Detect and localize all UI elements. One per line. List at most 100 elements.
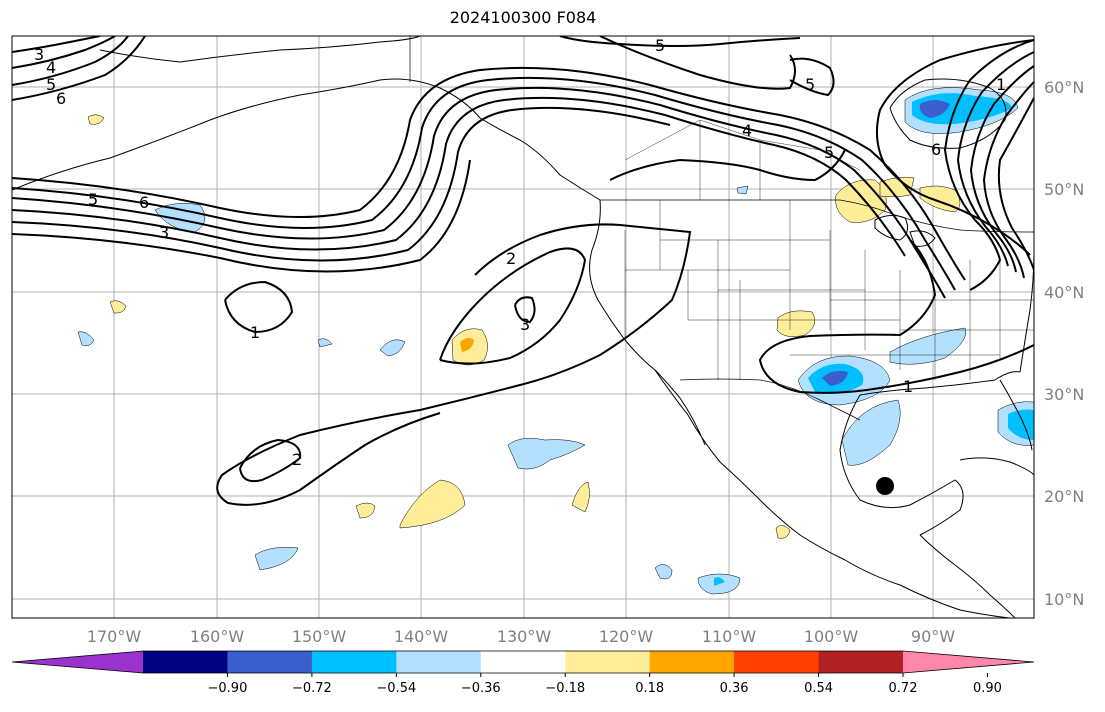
lon-label: 110°W bbox=[702, 627, 757, 646]
contour-label: 3 bbox=[159, 223, 169, 242]
contour-label: 2 bbox=[506, 249, 516, 268]
baja-california bbox=[654, 369, 721, 463]
contour-label: 5 bbox=[805, 75, 815, 94]
lat-label: 60°N bbox=[1044, 78, 1084, 97]
colorbar-outline bbox=[11, 650, 1035, 674]
positive-anomaly-four-corners bbox=[776, 310, 816, 337]
contour-jet-2 bbox=[12, 76, 956, 291]
positive-anomaly-pacific-3 bbox=[571, 481, 590, 513]
negative-anomaly-hudson-deep bbox=[919, 100, 950, 118]
positive-anomaly-pacific-2 bbox=[399, 479, 466, 529]
contour-label: 3 bbox=[520, 315, 530, 334]
negative-anomaly-pacific-b bbox=[254, 547, 299, 571]
contour-label: 4 bbox=[46, 58, 56, 77]
negative-anomaly-pacific-e bbox=[154, 203, 206, 233]
alaska-coast bbox=[12, 78, 601, 201]
location-marker bbox=[876, 477, 894, 495]
colorbar-segment bbox=[227, 651, 313, 673]
contour-trough-3 bbox=[969, 65, 1034, 273]
colorbar-tick-label: 0.90 bbox=[973, 681, 1002, 696]
colorbar-tick-label: −0.18 bbox=[545, 681, 585, 696]
colorbar-tick-label: −0.54 bbox=[376, 681, 416, 696]
negative-anomaly-pacific-h bbox=[317, 338, 333, 348]
contour-pacific-2-south bbox=[239, 438, 302, 483]
contour-north-loop bbox=[599, 36, 796, 90]
contour-jet-3 bbox=[12, 86, 946, 299]
lon-label: 150°W bbox=[292, 627, 347, 646]
contour-jet-4 bbox=[12, 96, 906, 257]
contour-label: 5 bbox=[46, 75, 56, 94]
contour-labels: 3 4 5 6 5 6 3 1 2 3 2 5 4 5 6 1 1 5 bbox=[34, 36, 1006, 469]
negative-anomaly-mexico-east bbox=[841, 399, 901, 466]
contour-southeast bbox=[758, 239, 1034, 394]
contour-north-mid bbox=[789, 57, 835, 97]
lat-label: 10°N bbox=[1044, 590, 1084, 609]
colorbar-segment bbox=[649, 651, 735, 673]
gulf-coast bbox=[839, 394, 964, 536]
lon-label: 120°W bbox=[599, 627, 654, 646]
colorbar-tick-label: −0.36 bbox=[461, 681, 501, 696]
lon-label: 90°W bbox=[911, 627, 955, 646]
positive-anomaly-pacific-5 bbox=[109, 300, 127, 314]
contour-trough-4 bbox=[982, 81, 1034, 279]
colorbar: −0.90 −0.72 −0.54 −0.36 −0.18 0.18 0.36 0.54 0.7… bbox=[11, 650, 1035, 696]
map-frame bbox=[11, 35, 1035, 619]
colorbar-segment bbox=[143, 651, 228, 673]
florida bbox=[999, 379, 1033, 451]
contour-label: 4 bbox=[742, 121, 752, 140]
contour-pacific-1 bbox=[224, 280, 294, 334]
colorbar-extend-low bbox=[12, 651, 143, 673]
lat-label: 40°N bbox=[1044, 283, 1084, 302]
gulf-coast-us bbox=[859, 371, 1021, 396]
colorbar-segment bbox=[311, 651, 397, 673]
contour-label: 6 bbox=[931, 140, 941, 159]
negative-anomaly-pacific-c-core bbox=[714, 577, 725, 586]
cuba bbox=[959, 457, 1034, 476]
contour-pacific-2-inner bbox=[439, 247, 587, 365]
positive-anomaly-pacific-4 bbox=[355, 502, 376, 519]
contour-canada-5 bbox=[609, 149, 846, 182]
colorbar-segment bbox=[396, 651, 482, 673]
contour-trough-1 bbox=[943, 39, 1034, 291]
us-mexico-border bbox=[679, 378, 861, 421]
colorbar-tick-label: 0.72 bbox=[889, 681, 918, 696]
contour-lines bbox=[12, 36, 1034, 506]
contour-alaska-3 bbox=[12, 36, 129, 86]
positive-anomaly-alaska bbox=[87, 114, 105, 125]
lon-label: 140°W bbox=[394, 627, 449, 646]
contour-pacific-3 bbox=[514, 296, 536, 324]
contour-trough-2 bbox=[956, 51, 1034, 267]
colorbar-tick-label: −0.72 bbox=[292, 681, 332, 696]
colorbar-segment bbox=[818, 651, 904, 673]
central-america bbox=[919, 534, 1016, 618]
contour-jet-6 bbox=[12, 159, 471, 273]
positive-anomaly-ontario bbox=[879, 176, 915, 198]
lon-label: 130°W bbox=[497, 627, 552, 646]
mexico-west-coast bbox=[719, 461, 1011, 618]
state-borders bbox=[624, 119, 1034, 380]
lat-label: 20°N bbox=[1044, 487, 1084, 506]
colorbar-segment bbox=[734, 651, 820, 673]
contour-label: 6 bbox=[56, 89, 66, 108]
negative-anomaly-pacific-g bbox=[379, 339, 406, 357]
colorbar-segment bbox=[565, 651, 651, 673]
lon-label: 100°W bbox=[804, 627, 859, 646]
negative-anomaly-gulf-deep bbox=[822, 370, 848, 386]
hudson-bay bbox=[889, 78, 1007, 149]
contour-label: 1 bbox=[903, 377, 913, 396]
latitude-labels: 60°N 50°N 40°N 30°N 20°N 10°N bbox=[1044, 78, 1084, 609]
colorbar-segment bbox=[480, 651, 566, 673]
lon-label: 170°W bbox=[87, 627, 142, 646]
contour-north-east bbox=[875, 39, 1034, 256]
colorbar-tick-label: 0.18 bbox=[635, 681, 664, 696]
contour-label: 5 bbox=[824, 143, 834, 162]
alaska-north-coast bbox=[99, 36, 421, 63]
lat-label: 30°N bbox=[1044, 385, 1084, 404]
contour-label: 6 bbox=[139, 193, 149, 212]
colorbar-extend-high bbox=[903, 651, 1034, 673]
negative-anomaly-pacific-d bbox=[654, 564, 673, 580]
contour-label: 5 bbox=[655, 36, 665, 55]
contour-north-5 bbox=[559, 36, 801, 47]
positive-anomaly-mexico bbox=[775, 525, 791, 539]
